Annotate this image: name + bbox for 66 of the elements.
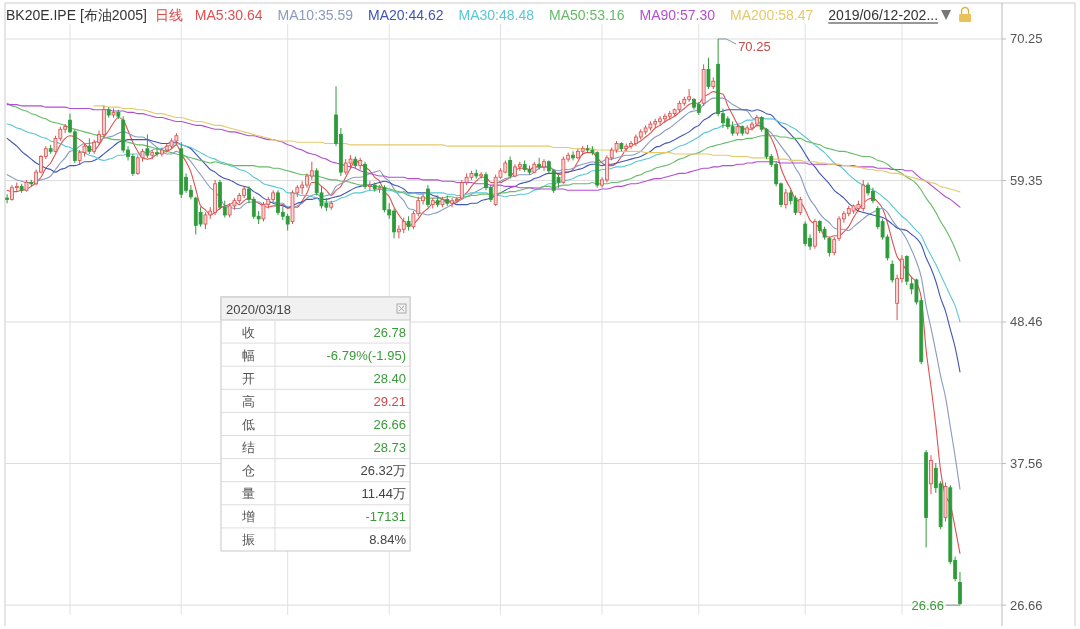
text: MA10:35.59 xyxy=(277,7,354,23)
chart-title: BK20E.IPE [布油2005] xyxy=(6,7,147,23)
annotation: 结 xyxy=(241,439,255,455)
line-series xyxy=(6,104,961,208)
candlestick xyxy=(155,146,159,158)
candlestick xyxy=(479,171,484,180)
annotation: 量 xyxy=(241,485,255,501)
annotation: 26.66 xyxy=(373,416,406,432)
candlestick xyxy=(130,153,135,177)
candlestick xyxy=(890,259,895,284)
annotation: 70.25 xyxy=(738,38,771,54)
candlestick xyxy=(508,156,513,180)
annotation: 28.40 xyxy=(373,370,406,386)
line-series xyxy=(93,105,961,193)
text: MA5:30.64 xyxy=(194,7,263,23)
candlestick xyxy=(5,193,10,204)
line-series xyxy=(6,109,961,373)
annotation: 仓 xyxy=(241,462,255,478)
annotation: 26.32万 xyxy=(360,462,406,478)
candlestick xyxy=(798,196,803,216)
line-series xyxy=(6,102,961,262)
text: MA20:44.62 xyxy=(368,7,444,23)
candlestick xyxy=(561,156,566,185)
text: 2019/06/12-202... xyxy=(828,7,939,23)
candlestick xyxy=(145,133,150,159)
annotation: 收 xyxy=(241,324,255,340)
candlestick xyxy=(571,150,575,161)
annotation: 幅 xyxy=(241,347,255,363)
candlestick xyxy=(803,220,808,247)
annotation: 11.44万 xyxy=(361,485,406,501)
annotation: 8.84% xyxy=(369,531,407,547)
candlestick xyxy=(367,180,372,191)
y-tick-label: 48.46 xyxy=(1010,314,1043,330)
candlestick xyxy=(958,571,962,606)
candlestick xyxy=(363,161,367,190)
candlestick xyxy=(261,201,266,222)
candlestick xyxy=(929,454,933,495)
y-tick-label: 37.56 xyxy=(1010,456,1043,472)
text: MA200:58.47 xyxy=(730,7,814,23)
annotation: 高 xyxy=(241,393,255,409)
y-tick-label: 70.25 xyxy=(1010,31,1043,47)
annotation: 29.21 xyxy=(373,393,406,409)
candlestick xyxy=(783,188,788,209)
candlestick xyxy=(706,57,711,90)
annotation: 2020/03/18 xyxy=(226,301,292,316)
y-tick-label: 26.66 xyxy=(1010,597,1043,613)
annotation: 振 xyxy=(241,531,255,547)
candlestick xyxy=(426,184,430,208)
annotation: 增 xyxy=(240,508,255,524)
annotation: -17131 xyxy=(365,508,406,524)
chart-subtitle: 日线 xyxy=(154,7,183,23)
annotation: -6.79%(-1.95) xyxy=(326,347,406,363)
text: MA30:48.48 xyxy=(458,7,535,23)
candlestick xyxy=(793,194,798,216)
annotation: 28.73 xyxy=(373,439,406,455)
annotation: 26.78 xyxy=(373,324,406,340)
candlestick xyxy=(832,236,837,256)
candlestick xyxy=(450,197,455,208)
text: MA50:53.16 xyxy=(549,7,625,23)
annotation: 开 xyxy=(241,370,255,386)
candlestick xyxy=(827,236,832,258)
y-tick-label: 59.35 xyxy=(1010,173,1043,189)
annotation: 26.66 xyxy=(911,597,944,613)
annotation: 低 xyxy=(241,416,255,432)
text: MA90:57.30 xyxy=(639,7,716,23)
candlestick xyxy=(382,184,387,213)
